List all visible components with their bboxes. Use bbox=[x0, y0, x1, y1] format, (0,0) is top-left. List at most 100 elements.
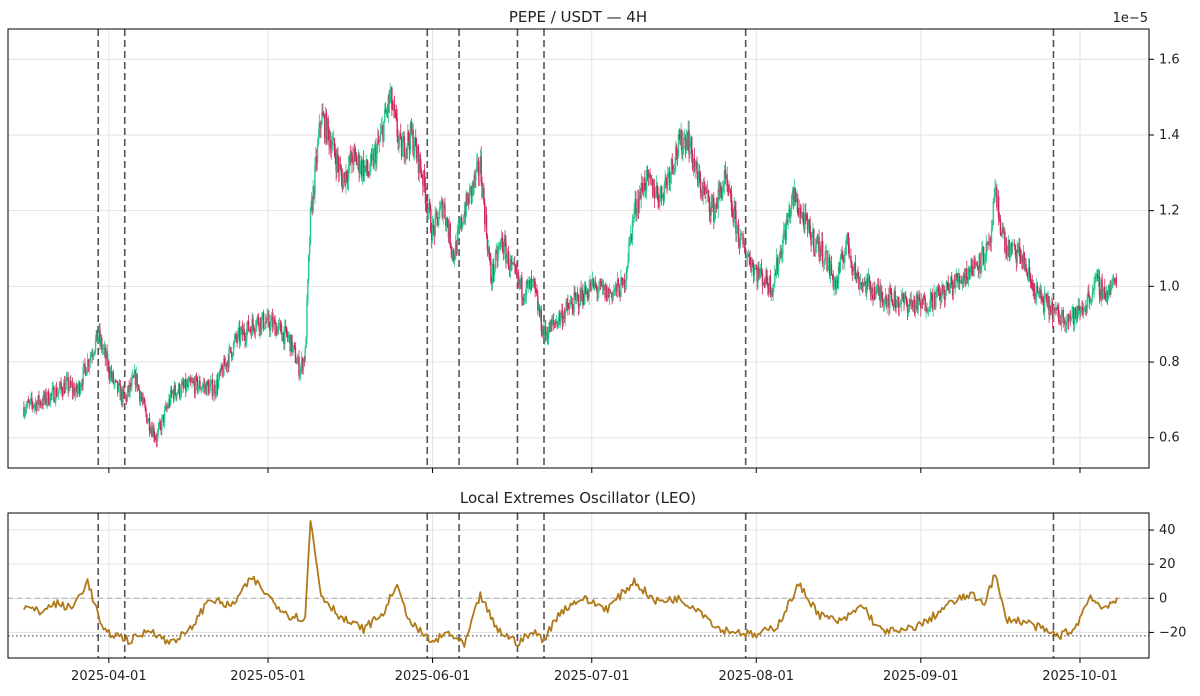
candle-body bbox=[239, 327, 241, 342]
candle-body bbox=[635, 199, 637, 213]
candle-body bbox=[31, 397, 33, 404]
candle-body bbox=[94, 339, 97, 351]
candle-body bbox=[143, 397, 145, 404]
candle-body bbox=[82, 367, 84, 385]
candle-body bbox=[407, 131, 409, 149]
candle-body bbox=[89, 356, 91, 363]
candle-body bbox=[612, 292, 614, 300]
candle-body bbox=[371, 153, 374, 156]
candle-body bbox=[251, 319, 253, 336]
candle-body bbox=[806, 220, 809, 230]
candle-body bbox=[853, 263, 856, 271]
candle-body bbox=[645, 187, 647, 190]
candle-body bbox=[75, 383, 77, 392]
candle-body bbox=[836, 279, 838, 290]
candle-body bbox=[362, 160, 365, 178]
candle-body bbox=[335, 159, 337, 172]
candle-body bbox=[1067, 314, 1070, 322]
candle-body bbox=[557, 321, 559, 327]
candle-body bbox=[420, 167, 422, 175]
candle-body bbox=[840, 253, 842, 258]
candle-body bbox=[372, 153, 374, 167]
candle-body bbox=[1090, 298, 1093, 302]
candle-body bbox=[971, 258, 973, 275]
candle-body bbox=[1076, 310, 1079, 316]
candle-body bbox=[325, 113, 328, 143]
candle-body bbox=[430, 232, 433, 241]
candle-body bbox=[1022, 252, 1025, 263]
candle-body bbox=[730, 193, 733, 210]
candle-body bbox=[902, 294, 904, 299]
candle-body bbox=[289, 334, 291, 352]
candle-body bbox=[817, 236, 819, 244]
candle-body bbox=[278, 322, 281, 324]
candle-body bbox=[324, 113, 327, 139]
candle-body bbox=[50, 393, 53, 395]
candle-body bbox=[176, 392, 178, 398]
candle-body bbox=[1109, 285, 1111, 295]
candle-body bbox=[781, 254, 783, 258]
candle-body bbox=[904, 295, 906, 303]
candle-body bbox=[905, 297, 908, 305]
candle-body bbox=[488, 247, 490, 258]
candle-body bbox=[861, 285, 864, 288]
candle-body bbox=[1057, 306, 1059, 311]
candle-body bbox=[24, 409, 27, 413]
candle-body bbox=[494, 252, 497, 269]
candle-body bbox=[331, 139, 334, 147]
candle-body bbox=[172, 391, 175, 399]
candle-body bbox=[238, 327, 240, 331]
candle-body bbox=[568, 308, 570, 310]
candle-body bbox=[446, 218, 449, 227]
candle-body bbox=[211, 379, 214, 397]
candle-body bbox=[478, 172, 481, 176]
top-chart-title: PEPE / USDT — 4H bbox=[509, 8, 647, 26]
candle-body bbox=[604, 285, 606, 298]
candle-body bbox=[489, 257, 491, 262]
candle-body bbox=[746, 254, 749, 258]
candle-body bbox=[858, 276, 860, 289]
candle-body bbox=[1107, 288, 1110, 298]
candle-body bbox=[386, 110, 389, 113]
candle-body bbox=[318, 122, 321, 137]
candle-body bbox=[892, 305, 895, 308]
candle-body bbox=[313, 186, 315, 195]
candle-body bbox=[905, 295, 907, 298]
candle-body bbox=[1004, 231, 1006, 252]
candle-body bbox=[913, 299, 915, 308]
candle-body bbox=[303, 358, 306, 362]
candle-body bbox=[234, 334, 237, 340]
candle-body bbox=[381, 125, 383, 128]
candle-body bbox=[51, 388, 53, 394]
candle-body bbox=[476, 162, 478, 171]
candle-body bbox=[1095, 275, 1097, 277]
candle-body bbox=[81, 384, 83, 386]
candle-body bbox=[49, 393, 52, 405]
candle-body bbox=[72, 387, 75, 393]
candle-body bbox=[636, 212, 638, 214]
candle-body bbox=[375, 147, 377, 165]
candle-body bbox=[64, 382, 67, 393]
candle-body bbox=[302, 358, 305, 371]
candle-body bbox=[906, 304, 909, 313]
candle-body bbox=[583, 285, 586, 305]
candle-body bbox=[918, 296, 920, 300]
candle-body bbox=[497, 251, 499, 261]
candle-body bbox=[410, 122, 413, 133]
candle-body bbox=[652, 178, 654, 197]
candle-body bbox=[724, 170, 727, 179]
candle-body bbox=[699, 179, 702, 193]
candle-body bbox=[1039, 289, 1041, 293]
candle-body bbox=[814, 245, 817, 251]
candle-body bbox=[537, 307, 540, 311]
candle-body bbox=[659, 193, 661, 203]
candle-body bbox=[1035, 285, 1038, 298]
candle-body bbox=[756, 270, 758, 282]
candle-body bbox=[1065, 324, 1067, 326]
top-x-ticks bbox=[108, 468, 1081, 473]
candle-body bbox=[450, 246, 452, 250]
candle-body bbox=[368, 173, 370, 176]
candle-body bbox=[654, 196, 657, 199]
candle-body bbox=[683, 138, 685, 149]
candle-body bbox=[681, 130, 683, 155]
